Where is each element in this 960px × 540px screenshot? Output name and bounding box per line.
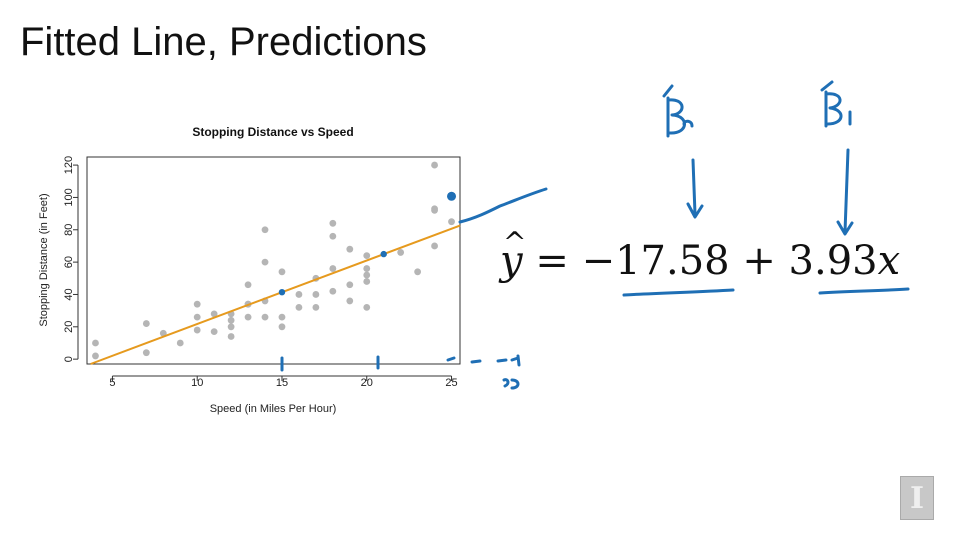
chart-title: Stopping Distance vs Speed — [192, 125, 353, 139]
data-point — [329, 265, 337, 272]
beta0-hat-mark — [662, 84, 694, 138]
data-point — [312, 291, 320, 298]
regression-equation: ^ y = −17.58 + 3.93x — [500, 226, 901, 284]
data-point — [414, 268, 422, 276]
data-point — [295, 291, 303, 298]
data-point — [363, 265, 371, 272]
data-point — [193, 300, 201, 308]
data-point — [278, 323, 286, 331]
data-point — [329, 287, 337, 295]
hat-accent-icon: ^ — [503, 226, 527, 259]
data-point — [244, 313, 252, 321]
x-axis-label: Speed (in Miles Per Hour) — [210, 403, 337, 415]
data-point — [227, 333, 235, 340]
y-axis-label: Stopping Distance (in Feet) — [38, 193, 50, 326]
data-points — [92, 161, 455, 360]
data-point — [278, 268, 286, 276]
equals-sign: = — [535, 238, 569, 284]
underline-intercept — [622, 288, 735, 297]
data-point — [261, 313, 269, 321]
data-point — [363, 252, 371, 260]
y-axis: 0 20 40 60 80 100 120 — [63, 156, 79, 362]
data-point — [244, 281, 252, 289]
prediction-point — [278, 288, 286, 296]
data-point — [142, 349, 150, 357]
data-point — [329, 232, 337, 240]
underline-slope — [818, 287, 910, 295]
arrow-to-slope — [836, 148, 854, 236]
x-axis: 5 10 15 20 25 — [109, 375, 458, 389]
data-point — [363, 278, 371, 285]
data-point — [227, 323, 235, 331]
data-point — [363, 303, 371, 311]
slope-value: 3.93 — [788, 238, 878, 284]
data-point — [312, 303, 320, 311]
x-tick-label: 10 — [191, 377, 203, 389]
x-variable: x — [877, 238, 901, 284]
data-point — [346, 281, 354, 289]
data-point — [431, 242, 438, 250]
y-hat: ^ y — [500, 226, 526, 284]
data-point — [295, 303, 303, 311]
plot-frame — [86, 156, 461, 365]
data-point — [193, 313, 201, 321]
data-point — [142, 320, 150, 327]
y-tick-label: 60 — [63, 256, 75, 268]
y-tick-label: 120 — [63, 156, 75, 174]
x-tick-label: 5 — [109, 377, 115, 389]
data-point — [329, 219, 337, 227]
y-tick-label: 40 — [63, 288, 75, 300]
data-point — [346, 297, 354, 305]
y-variable: y — [500, 238, 523, 284]
data-point — [92, 339, 99, 347]
handwritten-annotations — [280, 80, 910, 390]
data-point — [176, 339, 184, 347]
data-point — [278, 313, 286, 321]
y-tick-label: 80 — [63, 224, 75, 236]
arrow-to-intercept — [686, 158, 704, 219]
fitted-line — [90, 224, 461, 365]
data-point — [210, 328, 218, 336]
x-tick-label: 20 — [361, 377, 373, 389]
data-point — [448, 218, 455, 226]
y-tick-label: 100 — [63, 188, 75, 206]
data-point — [261, 226, 269, 234]
beta1-hat-mark — [820, 80, 852, 128]
data-point — [210, 310, 218, 318]
y-tick-label: 20 — [63, 321, 75, 333]
data-point — [261, 258, 269, 266]
data-point — [346, 245, 354, 253]
slide-title: Fitted Line, Predictions — [20, 20, 427, 64]
data-point — [431, 161, 438, 169]
x-tick-label: 15 — [276, 377, 288, 389]
x-tick-label: 25 — [445, 377, 457, 389]
fitted-line-group — [90, 191, 461, 365]
data-point — [397, 249, 405, 256]
prediction-point — [380, 250, 387, 258]
data-point — [92, 352, 99, 360]
y-tick-label: 0 — [63, 356, 75, 362]
data-point — [431, 205, 438, 213]
plus-sign: + — [742, 238, 776, 284]
data-point — [193, 326, 201, 334]
data-point — [363, 271, 371, 279]
line-extension-ink — [458, 187, 548, 224]
intercept-value: −17.58 — [581, 238, 730, 284]
data-point — [159, 329, 167, 337]
university-logo-icon: I — [900, 476, 934, 520]
margin-scribble — [446, 354, 521, 390]
data-point — [227, 316, 235, 324]
prediction-point — [447, 191, 457, 201]
